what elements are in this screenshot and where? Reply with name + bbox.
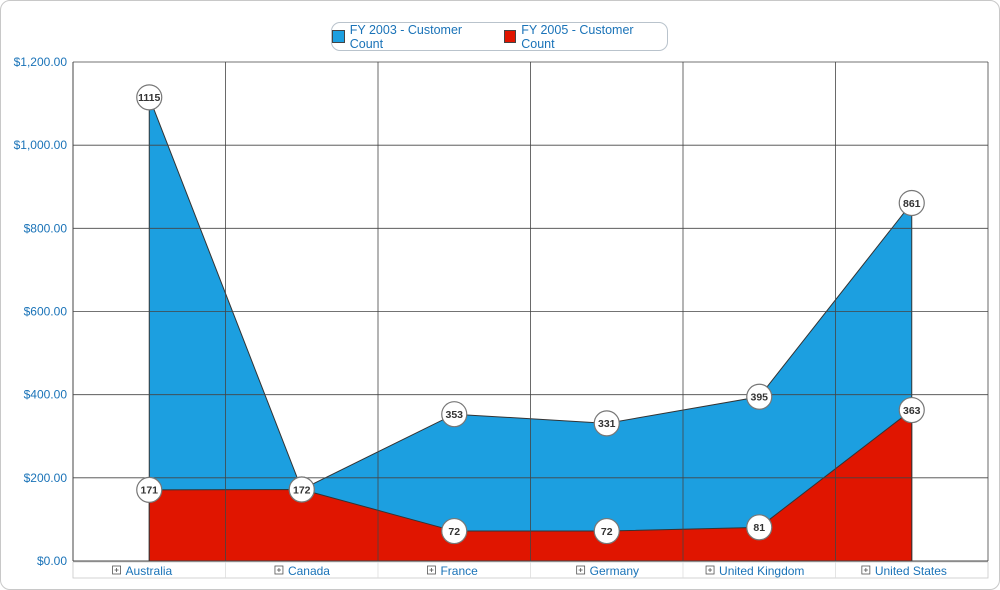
data-label: 171: [140, 485, 158, 497]
data-point-marker[interactable]: [441, 517, 468, 545]
data-point-marker[interactable]: [898, 189, 925, 217]
data-point-marker[interactable]: [136, 476, 163, 503]
legend-label-fy2003: FY 2003 - Customer Count: [349, 22, 463, 51]
x-tick-label[interactable]: United Kingdom: [719, 564, 804, 578]
data-point-marker[interactable]: [593, 517, 620, 545]
data-label: 72: [601, 526, 613, 538]
legend: FY 2003 - Customer Count FY 2005 - Custo…: [331, 22, 668, 51]
data-label: 72: [448, 526, 460, 538]
data-label: 395: [750, 392, 768, 404]
legend-item-fy2005[interactable]: FY 2005 - Customer Count: [503, 22, 668, 51]
x-tick-label[interactable]: Germany: [590, 564, 639, 578]
data-label: 1115: [138, 92, 160, 104]
legend-swatch-fy2003: [332, 30, 345, 43]
data-point-marker[interactable]: [441, 401, 468, 428]
x-tick-label[interactable]: France: [440, 564, 478, 578]
y-tick-label: $200.00: [24, 471, 68, 485]
data-label: 861: [903, 198, 921, 210]
legend-swatch-fy2005: [503, 30, 517, 43]
y-tick-label: $600.00: [24, 305, 68, 319]
legend-item-fy2003[interactable]: FY 2003 - Customer Count: [332, 23, 496, 51]
y-tick-label: $800.00: [24, 221, 68, 235]
data-point-marker[interactable]: [898, 396, 925, 424]
data-label: 353: [445, 409, 463, 421]
y-tick-label: $1,200.00: [14, 55, 68, 69]
x-tick-label[interactable]: Australia: [126, 564, 173, 578]
y-tick-label: $400.00: [24, 388, 68, 402]
data-point-marker[interactable]: [746, 514, 773, 541]
legend-label-fy2005: FY 2005 - Customer Count: [521, 22, 634, 51]
data-label: 331: [598, 418, 616, 430]
x-tick-label[interactable]: Canada: [288, 564, 330, 578]
data-point-marker[interactable]: [593, 410, 620, 437]
data-point-marker[interactable]: [136, 84, 163, 111]
x-tick-label[interactable]: United States: [875, 564, 947, 578]
y-tick-label: $1,000.00: [14, 138, 68, 152]
data-point-marker[interactable]: [746, 383, 773, 410]
data-label: 172: [293, 484, 311, 496]
data-label: 81: [753, 522, 765, 534]
data-label: 363: [903, 405, 921, 417]
data-point-marker[interactable]: [288, 476, 315, 503]
y-tick-label: $0.00: [37, 554, 67, 568]
